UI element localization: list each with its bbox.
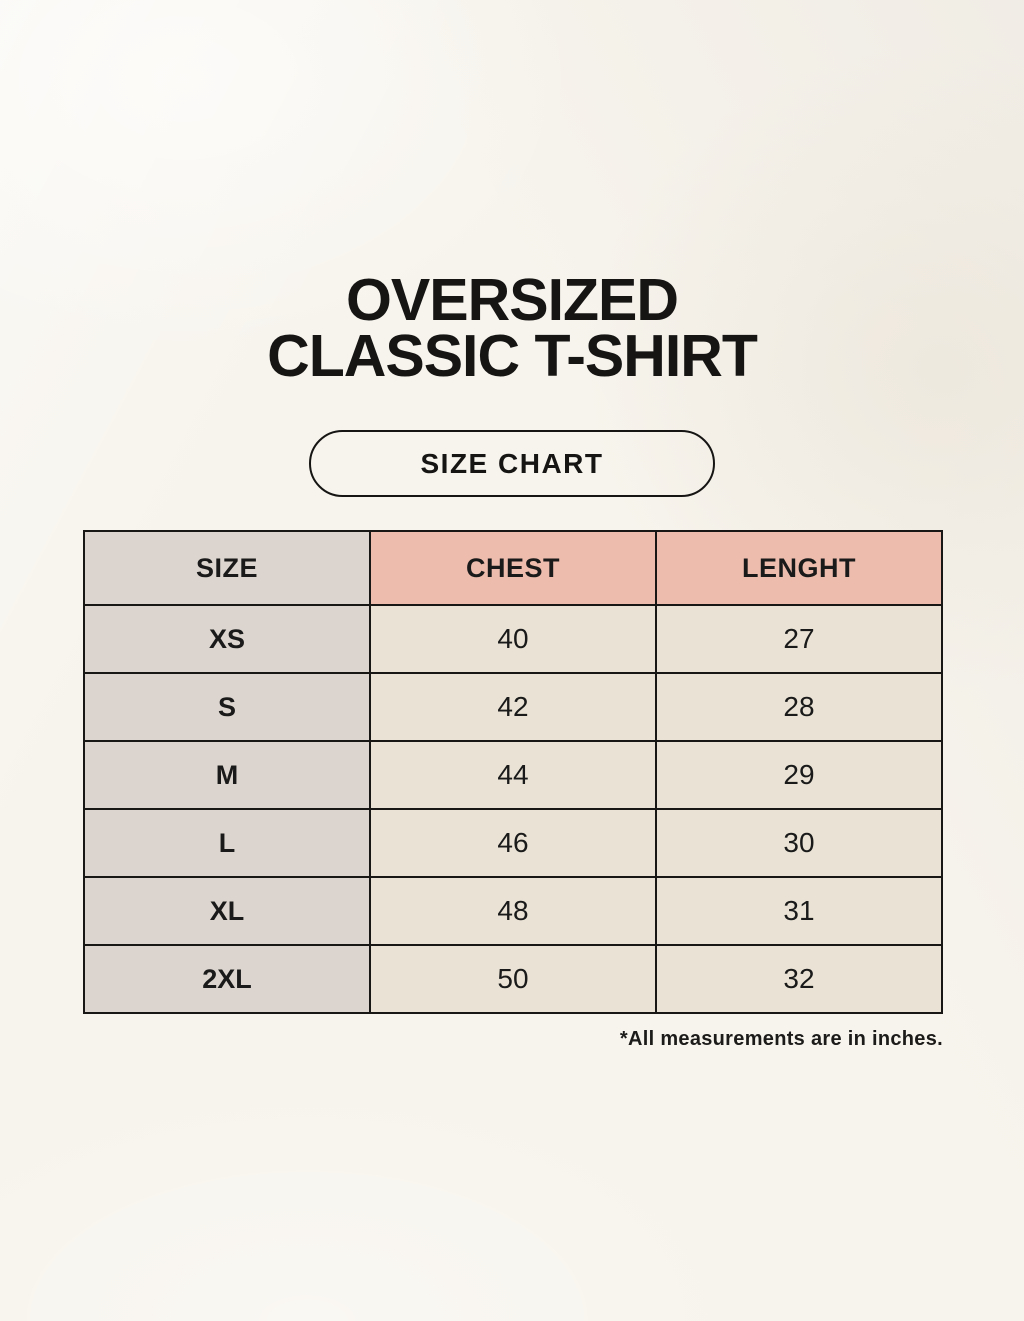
length-cell: 30 — [655, 808, 943, 878]
size-cell: XS — [83, 604, 371, 674]
chest-cell: 40 — [369, 604, 657, 674]
length-cell: 31 — [655, 876, 943, 946]
chest-cell: 42 — [369, 672, 657, 742]
size-chart-badge: SIZE CHART — [309, 430, 715, 497]
column-header-length: LENGHT — [655, 530, 943, 606]
page-title-line1: OVERSIZED — [346, 267, 679, 333]
size-chart-table: SIZE CHEST LENGHT XS 40 27 S 42 28 M 44 … — [83, 530, 943, 1014]
length-cell: 28 — [655, 672, 943, 742]
page-title: OVERSIZED CLASSIC T-SHIRT — [0, 267, 1024, 389]
size-cell: 2XL — [83, 944, 371, 1014]
length-cell: 27 — [655, 604, 943, 674]
table-row: L 46 30 — [83, 808, 943, 878]
length-cell: 32 — [655, 944, 943, 1014]
table-row: XL 48 31 — [83, 876, 943, 946]
page-title-line2: CLASSIC T-SHIRT — [267, 323, 758, 389]
table-row: S 42 28 — [83, 672, 943, 742]
size-cell: L — [83, 808, 371, 878]
table-header-row: SIZE CHEST LENGHT — [83, 530, 943, 606]
column-header-size: SIZE — [83, 530, 371, 606]
size-chart-badge-label: SIZE CHART — [420, 447, 604, 479]
size-cell: M — [83, 740, 371, 810]
size-cell: S — [83, 672, 371, 742]
measurements-footnote: *All measurements are in inches. — [619, 1028, 943, 1050]
chest-cell: 44 — [369, 740, 657, 810]
size-cell: XL — [83, 876, 371, 946]
length-cell: 29 — [655, 740, 943, 810]
table-row: XS 40 27 — [83, 604, 943, 674]
table-row: M 44 29 — [83, 740, 943, 810]
chest-cell: 46 — [369, 808, 657, 878]
column-header-chest: CHEST — [369, 530, 657, 606]
chest-cell: 50 — [369, 944, 657, 1014]
chest-cell: 48 — [369, 876, 657, 946]
table-row: 2XL 50 32 — [83, 944, 943, 1014]
